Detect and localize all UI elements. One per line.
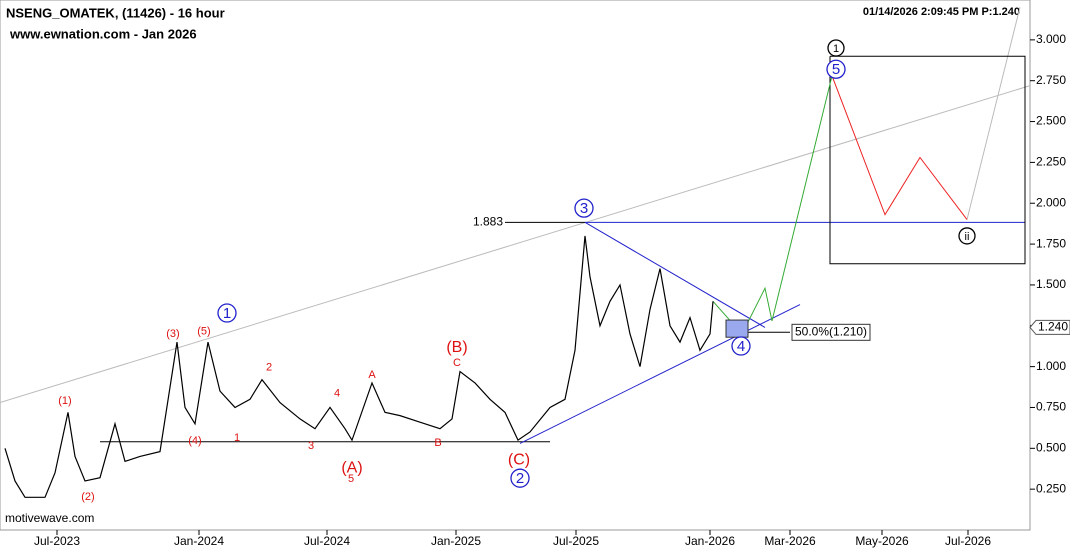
wave-label: 5: [348, 473, 354, 485]
wave-label: (4): [188, 435, 201, 447]
x-tick-label: Mar-2026: [764, 534, 816, 548]
overlay-line: [831, 75, 968, 220]
x-tick-label: Jul-2025: [553, 534, 599, 548]
wave-label: A: [368, 369, 376, 381]
x-tick-label: Jul-2026: [945, 534, 991, 548]
price-line: [4, 235, 714, 498]
wave-label: (5): [197, 326, 210, 338]
wave-label: (3): [166, 328, 179, 340]
wave-label: B: [434, 437, 441, 449]
wave-label: 3: [308, 440, 314, 452]
wave-label: 1: [223, 305, 231, 322]
wave-label: C: [453, 357, 461, 369]
chart-subtitle: www.ewnation.com - Jan 2026: [9, 26, 197, 41]
x-tick-label: Jan-2026: [685, 534, 735, 548]
watermark: motivewave.com: [5, 511, 94, 525]
x-tick-label: Jul-2023: [34, 534, 80, 548]
y-tick-label: 2.250: [1036, 155, 1066, 169]
wave-circle: [731, 336, 751, 356]
wave-circle: [827, 39, 845, 57]
y-tick-label: 2.000: [1036, 195, 1066, 209]
timestamp: 01/14/2026 2:09:45 PM P:1.240: [863, 6, 1020, 18]
overlay-line: [584, 221, 766, 328]
y-tick-label: 1.750: [1036, 236, 1066, 250]
wave-label: (2): [81, 491, 94, 503]
overlay-line: [0, 85, 1031, 404]
fib-label: 50.0%(1.210): [795, 324, 867, 338]
y-tick-label: 1.500: [1036, 277, 1066, 291]
x-tick-label: May-2026: [855, 534, 909, 548]
y-tick-label: 0.750: [1036, 400, 1066, 414]
y-tick-label: 0.250: [1036, 481, 1066, 495]
wave-label: (1): [58, 395, 71, 407]
chart-title: NSENG_OMATEK, (11426) - 16 hour: [6, 5, 225, 20]
wave-circle: [217, 303, 237, 323]
y-tick-label: 2.750: [1036, 73, 1066, 87]
wave-label: (B): [446, 339, 467, 356]
overlay-line: [829, 55, 1026, 265]
wave-circle: [510, 468, 530, 488]
wave-label: 1: [833, 43, 839, 55]
y-tick-label: 0.500: [1036, 440, 1066, 454]
wave-label: 3: [580, 200, 588, 217]
wave-label: 4: [737, 338, 745, 355]
price-marker: [1029, 319, 1070, 335]
fib-label-box: [791, 323, 871, 341]
wave-label: 5: [832, 61, 840, 78]
wave-label: (C): [508, 451, 530, 468]
wave-label: 4: [334, 388, 340, 400]
fib-box: [725, 319, 749, 338]
wave-label: 2: [266, 362, 272, 374]
wave-label: 1: [234, 432, 240, 444]
wave-label: ii: [965, 231, 970, 243]
price-label: 1.240: [1038, 320, 1068, 334]
wave-circle: [958, 227, 976, 245]
y-tick-label: 2.500: [1036, 114, 1066, 128]
x-tick-label: Jan-2024: [174, 534, 224, 548]
wave-circle: [574, 198, 594, 218]
overlay-line: [966, 7, 1021, 220]
x-tick-label: Jan-2025: [431, 534, 481, 548]
overlay-line: [519, 304, 801, 444]
level-label: 1.883: [473, 215, 503, 229]
wave-label: 2: [516, 470, 524, 487]
y-tick-label: 1.000: [1036, 359, 1066, 373]
wave-circle: [826, 59, 846, 79]
wave-label: (A): [341, 459, 362, 476]
y-tick-label: 3.000: [1036, 32, 1066, 46]
x-tick-label: Jul-2024: [304, 534, 350, 548]
